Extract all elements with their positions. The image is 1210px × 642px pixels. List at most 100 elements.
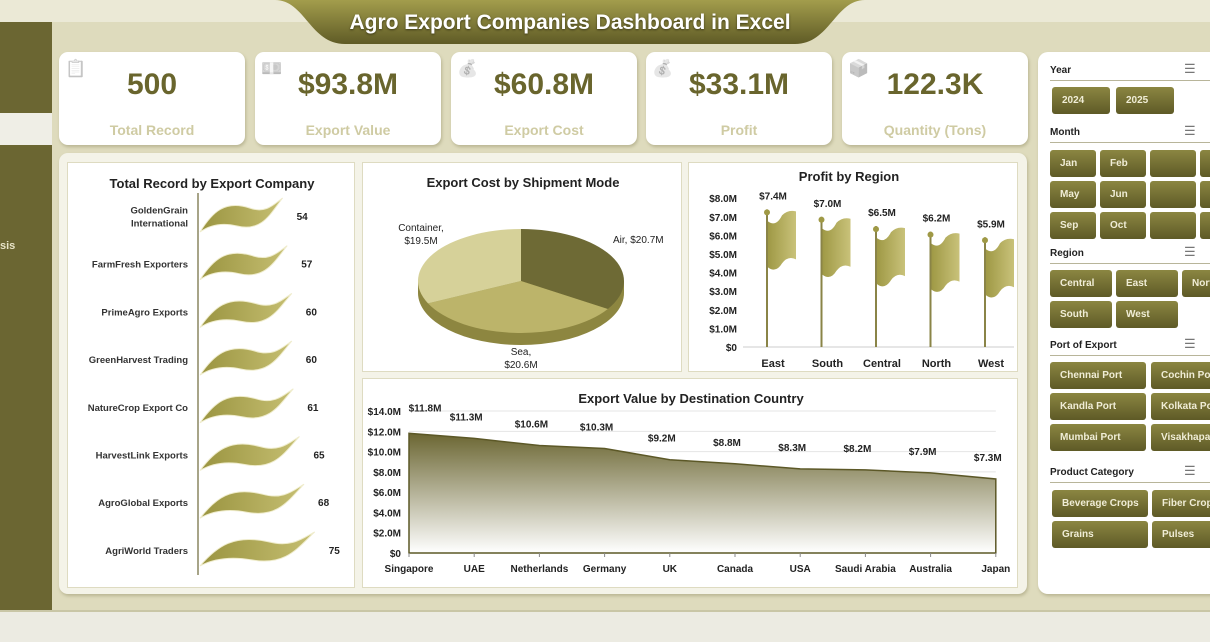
slicer-item-port[interactable]: Cochin Port [1151,362,1210,389]
slicer-item-region[interactable]: North [1182,270,1210,297]
data-label: 75 [329,546,341,557]
slicer-item-port[interactable]: Kolkata Port [1151,393,1210,420]
multi-select-icon[interactable]: ☰ [1184,244,1196,259]
chart-card-company: Total Record by Export Company GoldenGrai… [67,162,355,588]
slicer-item-month[interactable] [1150,150,1196,177]
kpi-label: Export Cost [504,122,584,138]
y-tick-label: $2.0M [373,529,401,540]
data-label: 68 [318,498,330,509]
y-tick-label: $3.0M [709,287,737,298]
slicer-item-month[interactable]: Oct [1100,212,1146,239]
money-bag-icon: 💰 [457,59,479,78]
x-tick-label: Saudi Arabia [835,564,896,575]
slicer-item-month[interactable]: Nov [1200,212,1210,239]
slicer-item-month[interactable]: Feb [1100,150,1146,177]
category-label: International [131,219,188,230]
slicer-item-year[interactable]: 2024 [1052,87,1110,114]
multi-select-icon[interactable]: ☰ [1184,123,1196,138]
y-tick-label: $12.0M [368,427,401,438]
slicer-item-month[interactable]: Jul [1200,181,1210,208]
data-label: $8.3M [778,443,806,454]
slicer-item-month[interactable] [1150,181,1196,208]
bar-flag [877,227,905,287]
slicer-item-product[interactable]: Fiber Crops [1152,490,1210,517]
data-label: $10.3M [580,423,613,434]
slicer-item-year[interactable]: 2025 [1116,87,1174,114]
flag-knob [927,231,934,238]
kpi-label: Total Record [109,122,195,138]
flag-knob [764,209,770,216]
y-tick-label: $2.0M [709,306,737,317]
y-tick-label: $0 [390,549,402,560]
slicer-item-month[interactable]: Mar [1200,150,1210,177]
kpi-value: $60.8M [493,68,595,101]
data-label: $19.5M [404,236,437,247]
slicer-item-month[interactable]: Sep [1050,212,1096,239]
chart-card-shipment: Export Cost by Shipment Mode Air, $20.7M S… [362,162,682,372]
data-label: Container, [398,223,444,234]
flag-knob [818,216,825,223]
slicer-item-region[interactable]: Central [1050,270,1112,297]
data-label: $7.0M [814,199,842,210]
kpi-card: 📋 500 Total Record [59,52,245,145]
data-label: 60 [306,355,318,366]
divider [1050,263,1210,264]
money-bag-icon: 💰 [652,59,674,78]
data-label: $11.8M [409,403,442,414]
slicer-item-port[interactable]: Kandla Port [1050,393,1146,420]
y-tick-label: $10.0M [368,448,401,459]
x-tick-label: Canada [717,564,754,575]
chart-title: Profit by Region [799,169,899,184]
region-profit-chart: Profit by Region $0 $1.0M $2.0M $3.0M $4.0M $5… [709,169,1014,370]
chart-card-region: Profit by Region $0 $1.0M $2.0M $3.0M $4.0M $5… [688,162,1018,372]
multi-select-icon[interactable]: ☰ [1184,61,1196,76]
multi-select-icon[interactable]: ☰ [1184,336,1196,351]
bar-leaf [199,197,284,233]
divider [1050,142,1210,143]
data-label: $7.3M [974,453,1002,464]
data-label: $6.5M [868,208,896,219]
bar-leaf [199,531,316,567]
slicer-item-product[interactable]: Beverage Crops [1052,490,1148,517]
kpi-value: 500 [126,68,178,101]
slicer-item-region[interactable]: West [1116,301,1178,328]
slicer-item-month[interactable]: Jan [1050,150,1096,177]
multi-select-icon[interactable]: ☰ [1184,463,1196,478]
divider [1050,80,1210,81]
category-label: PrimeAgro Exports [101,307,188,318]
slicer-item-month[interactable]: May [1050,181,1096,208]
sidebar-item-label[interactable]: sis [0,240,16,252]
slicer-item-month[interactable]: Jun [1100,181,1146,208]
data-label: $5.9M [977,219,1005,230]
boxes-icon: 📦 [848,59,870,78]
y-tick-label: $14.0M [368,407,401,418]
slicer-title-month: Month [1050,127,1080,138]
slicer-item-region[interactable]: East [1116,270,1178,297]
slicer-item-region[interactable]: South [1050,301,1112,328]
data-label: 60 [306,307,318,318]
slicer-item-port[interactable]: Mumbai Port [1050,424,1146,451]
category-label: GreenHarvest Trading [89,355,188,366]
pie-slice [521,229,624,309]
divider [1050,355,1210,356]
kpi-card: 💰 $33.1M Profit [646,52,832,145]
pie-slice [428,281,608,333]
kpi-label: Profit [720,122,758,138]
bar-flag [986,238,1014,298]
slicer-item-port[interactable]: Visakhapatnam Port [1151,424,1210,451]
sidebar-selected-item[interactable] [0,113,52,145]
country-area-chart: Export Value by Destination Country $0 $2.… [368,391,1011,575]
x-tick-label: North [922,358,952,370]
y-tick-label: $8.0M [373,468,401,479]
chart-card-country: Export Value by Destination Country $0 $2.… [362,378,1018,588]
slicer-item-product[interactable]: Pulses [1152,521,1210,548]
y-tick-label: $7.0M [709,213,737,224]
bar-flag [931,233,960,292]
slicer-item-product[interactable]: Grains [1052,521,1148,548]
sheet-bottom [0,610,1210,642]
slicer-item-month[interactable] [1150,212,1196,239]
category-label: AgroGlobal Exports [98,498,188,509]
data-label: 57 [301,260,313,271]
slicer-item-port[interactable]: Chennai Port [1050,362,1146,389]
